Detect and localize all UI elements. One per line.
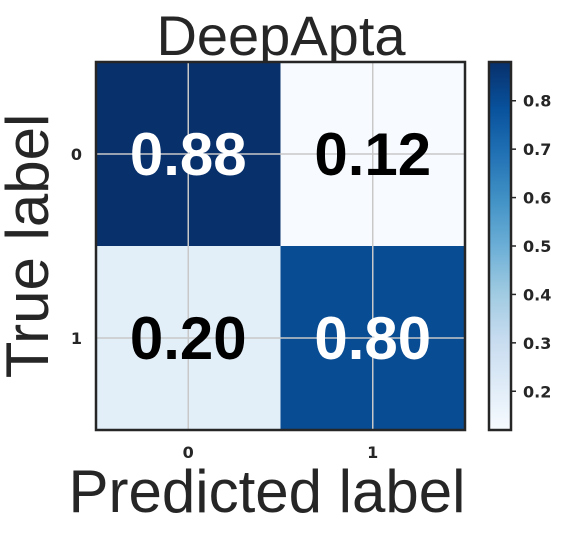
heatmap-gridlines [96, 62, 465, 430]
colorbar-tick-label: 0.7 [523, 140, 551, 159]
cell-value-label-1-1: 0.80 [314, 305, 431, 372]
colorbar [487, 60, 513, 432]
cell-value-label-0-1: 0.12 [314, 121, 431, 188]
heatmap-cell-labels: 0.88 0.12 0.20 0.80 [130, 121, 431, 372]
colorbar-tick-label: 0.5 [523, 237, 551, 256]
cell-value-label-0-0: 0.88 [130, 121, 247, 188]
y-tick-label: 0 [71, 145, 82, 164]
colorbar-tick-label: 0.2 [523, 382, 551, 401]
cell-value-label-1-0: 0.20 [130, 305, 247, 372]
plot-frame [94, 60, 467, 432]
x-tick-label: 0 [183, 443, 194, 462]
y-axis-label: True label [0, 114, 61, 379]
colorbar-tick-label: 0.6 [523, 189, 551, 208]
x-axis-label: Predicted label [69, 458, 466, 525]
y-tick-label: 1 [71, 329, 82, 348]
y-axis-ticks: 01 [71, 145, 82, 348]
chart-title: DeepApta [156, 4, 406, 67]
colorbar-tick-label: 0.4 [523, 285, 551, 304]
colorbar-ticks: 0.2 0.3 0.4 0.5 0.6 0.7 0.8 [511, 92, 551, 401]
colorbar-tick-label: 0.3 [523, 334, 551, 353]
heatmap-cells [96, 62, 465, 430]
colorbar-tick-label: 0.8 [523, 92, 551, 111]
x-tick-label: 1 [367, 443, 378, 462]
